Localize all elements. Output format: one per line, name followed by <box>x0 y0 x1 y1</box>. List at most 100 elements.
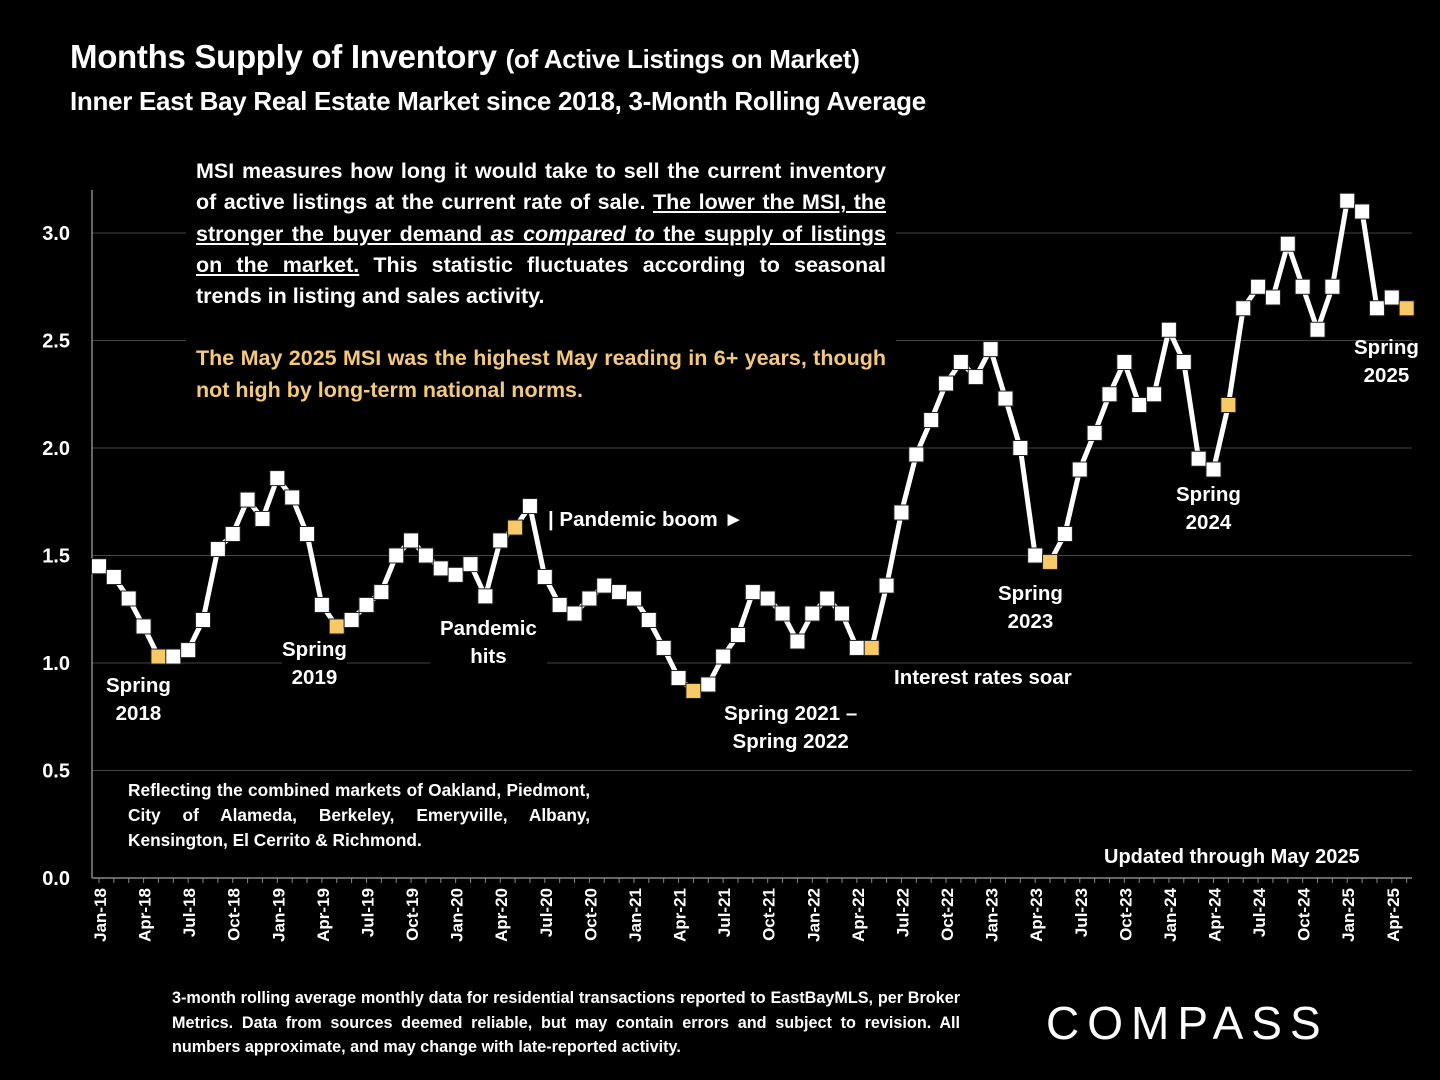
data-point <box>744 584 761 601</box>
data-point <box>373 584 390 601</box>
chart-title: Months Supply of Inventory (of Active Li… <box>70 38 860 76</box>
x-tick-label: Jan-22 <box>804 888 823 942</box>
data-point <box>224 526 241 542</box>
data-point-may <box>507 519 524 536</box>
x-tick-label: Apr-24 <box>1206 887 1225 941</box>
data-point <box>1339 192 1356 209</box>
data-point <box>1250 278 1267 295</box>
data-point <box>878 577 895 594</box>
data-point <box>715 648 732 665</box>
y-tick-label: 2.0 <box>42 438 70 460</box>
data-point <box>269 470 286 487</box>
x-tick-label: Apr-23 <box>1027 888 1046 942</box>
data-point <box>700 676 717 693</box>
x-tick-label: Jan-24 <box>1161 887 1180 941</box>
description-highlight: The May 2025 MSI was the highest May rea… <box>196 346 886 402</box>
y-tick-label: 1.5 <box>42 546 70 568</box>
data-point <box>432 560 449 577</box>
data-point <box>284 489 301 506</box>
data-point <box>952 354 969 370</box>
x-tick-label: Oct-23 <box>1116 888 1135 941</box>
data-point <box>759 590 776 607</box>
x-tick-label: Jan-23 <box>983 888 1002 942</box>
data-point <box>343 612 360 628</box>
data-point <box>834 605 850 622</box>
x-tick-label: Oct-20 <box>581 888 600 941</box>
chart-subtitle: Inner East Bay Real Estate Market since … <box>70 86 926 116</box>
y-tick-label: 3.0 <box>42 223 70 245</box>
data-point <box>1027 547 1044 564</box>
data-point-may <box>863 639 880 656</box>
data-point <box>596 577 613 594</box>
data-point <box>819 590 836 607</box>
x-tick-label: Apr-18 <box>136 888 155 942</box>
x-tick-label: Jan-18 <box>91 888 110 942</box>
annotation-spring-2019: Spring 2019 <box>282 636 347 692</box>
data-point <box>1368 300 1385 317</box>
data-point <box>789 633 806 650</box>
x-tick-label: Apr-19 <box>314 888 333 942</box>
data-point <box>1324 278 1341 295</box>
data-point <box>670 670 687 687</box>
markets-note: Reflecting the combined markets of Oakla… <box>118 772 600 859</box>
data-point-may <box>1398 300 1415 317</box>
x-tick-label: Oct-24 <box>1295 887 1314 940</box>
data-point <box>804 605 821 622</box>
description-text-a: MSI measures how long it would take to s… <box>196 159 886 215</box>
data-point <box>447 566 464 583</box>
data-point <box>1383 289 1400 306</box>
x-tick-label: Jan-21 <box>626 888 645 942</box>
y-tick-label: 0.0 <box>42 868 70 890</box>
updated-note: Updated through May 2025 <box>1104 846 1360 868</box>
data-point <box>893 504 910 521</box>
data-point <box>967 369 984 386</box>
data-point <box>180 642 197 659</box>
data-point <box>135 618 152 635</box>
x-tick-label: Apr-21 <box>671 888 690 942</box>
data-point <box>1190 450 1207 467</box>
x-tick-label: Apr-20 <box>492 888 511 942</box>
data-point <box>1175 354 1192 370</box>
data-point <box>611 584 628 601</box>
data-point <box>908 446 925 463</box>
data-point <box>1309 321 1326 338</box>
description-text-b: This statistic fluctuates according to s… <box>196 252 887 309</box>
x-tick-label: Jul-20 <box>537 888 556 937</box>
x-tick-label: Jul-24 <box>1250 887 1269 937</box>
data-point <box>938 375 955 392</box>
footer-source-note: 3-month rolling average monthly data for… <box>172 989 960 1056</box>
data-point <box>165 648 182 665</box>
data-point <box>1160 321 1177 338</box>
data-point-may <box>1042 553 1059 570</box>
compass-logo: COMPASS <box>1046 997 1329 1049</box>
annotation-spring-2023: Spring 2023 <box>998 580 1063 636</box>
data-point <box>923 412 940 429</box>
data-point-may <box>328 618 345 635</box>
data-point <box>358 596 375 613</box>
data-point <box>581 590 598 607</box>
data-point <box>403 532 420 549</box>
chart-title-main: Months Supply of Inventory <box>70 38 497 75</box>
description-box: MSI measures how long it would take to s… <box>186 154 896 413</box>
x-tick-label: Jan-20 <box>448 888 467 942</box>
y-axis: 0.0 0.5 1.0 1.5 2.0 2.5 3.0 <box>42 190 93 890</box>
data-point <box>1071 461 1088 478</box>
data-point <box>1012 440 1029 456</box>
annotation-interest-rates: Interest rates soar <box>894 666 1072 689</box>
annotation-pandemic-boom: | Pandemic boom ► <box>548 508 744 531</box>
x-tick-label: Apr-25 <box>1384 888 1403 942</box>
data-point <box>551 596 568 613</box>
x-tick-label: Oct-22 <box>938 888 957 941</box>
chart-title-paren: (of Active Listings on Market) <box>505 44 860 74</box>
msi-data-points <box>91 192 1415 699</box>
data-point <box>120 590 137 607</box>
data-point <box>1354 203 1371 220</box>
x-tick-label: Oct-19 <box>403 888 422 941</box>
annotation-spring-2025: Spring 2025 <box>1354 336 1419 387</box>
x-axis: Jan-18 Apr-18 Jul-18 Oct-18 Jan-19 Apr-19 Jul-… <box>91 877 1412 942</box>
data-point <box>417 547 434 564</box>
data-point <box>1205 461 1222 478</box>
data-point <box>625 590 642 607</box>
data-point <box>462 556 479 573</box>
data-point <box>982 341 999 358</box>
